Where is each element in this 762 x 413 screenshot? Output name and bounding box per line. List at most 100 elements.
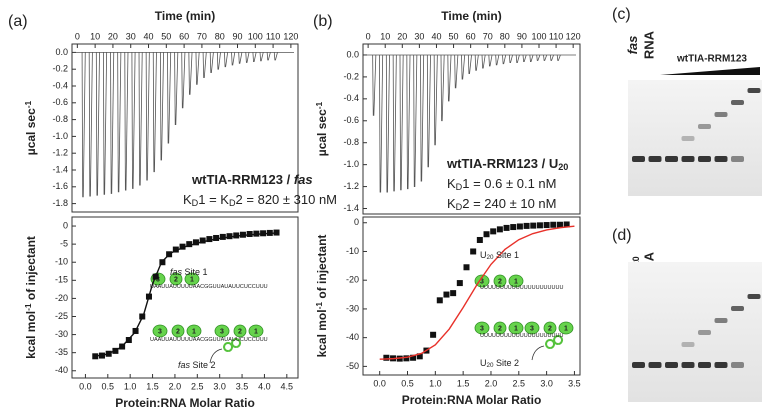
domain-label: 2 [548,325,552,332]
gel [628,262,762,402]
injection-peak [181,52,186,109]
x-tick-label: 3.5 [236,381,249,391]
text-part: kcal mol [315,309,329,357]
text-part: of injectant [24,236,38,303]
injection-peak [474,54,479,71]
text-part: wtTIA-RRM123 / [191,172,294,187]
data-point [199,237,206,244]
x-tick-label: 1.5 [457,378,470,388]
x-tick-label: 2.5 [191,381,204,391]
injection-peak [379,54,384,193]
x-tick-label: 10 [380,31,390,41]
gel-band [731,306,744,311]
x-tick-label: 50 [161,31,171,41]
injection-peak [124,52,129,191]
injection-peak [252,52,257,63]
data-point [523,222,530,229]
text-part: wtTIA-RRM123 / U [446,156,558,171]
injection-peak [454,54,459,89]
text-part: 1 = 0.6 ± 0.1 nM [462,176,556,191]
domain-label: 3 [158,328,162,335]
domain [169,272,183,286]
injection-peak [406,54,411,190]
text-part: 20 [487,362,495,369]
text-part: Site 2 [190,360,216,370]
gel-band [731,362,744,368]
data-point [219,233,226,240]
injection-peak [385,54,390,193]
injection-peak [543,54,548,61]
arrow [209,348,223,364]
domain [233,324,247,338]
gel-band [747,88,761,93]
y-axis-title: kcal mol-1 of injectant [314,235,329,358]
injection-peak [372,54,377,116]
x-axis-title: Time (min) [441,9,501,23]
injection-peak [392,54,397,192]
x-tick-label: 2.0 [485,378,498,388]
injection-peak [433,54,438,146]
text-part: UAAUUAUUUUUAACGGUUAUAUUCUCCUUU [150,284,268,290]
injection-peak [502,54,507,65]
injection-peak [273,52,278,61]
injection-peak [195,52,200,85]
injection-peak [95,52,100,196]
injection-peak [461,54,466,80]
x-tick-label: 120 [566,31,581,41]
x-tick-label: 40 [431,31,441,41]
gel-band [698,330,711,335]
fit-line [94,232,278,357]
plot-frame [71,216,299,379]
text-part: K [447,196,456,211]
x-tick-label: 0.0 [373,378,386,388]
panel-label: (a) [8,13,28,30]
x-axis-title: Protein:RNA Molar Ratio [402,393,542,407]
annotation: U20 Site 2 [480,358,519,369]
y-tick-label: -50 [346,361,359,371]
injection-peak [167,52,172,144]
text-part: -1 [23,100,33,108]
data-point [186,241,193,248]
text-part: fas [170,267,183,277]
rna-label: RNA [641,30,656,59]
injection-peak [145,52,150,181]
gel-band [632,362,645,368]
injection-peak [131,52,136,189]
text-part: D [229,198,236,208]
domain [493,321,507,335]
domain-label: 3 [530,325,534,332]
domain [186,324,202,338]
data-point [510,224,517,231]
text-part: Site 1 [494,250,520,260]
x-tick-label: 1.0 [124,381,137,391]
text-part: K [447,176,456,191]
injection-peak [266,52,271,61]
annotation: wtTIA-RRM123 / fas [191,172,313,187]
domain-label: 2 [498,278,502,285]
x-tick-label: 2.5 [513,378,526,388]
domain-label: 1 [514,325,518,332]
plot-frame [362,43,581,215]
domain-label: 3 [220,328,224,335]
data-point [476,236,483,243]
injection-peak [224,52,229,68]
x-tick-label: 60 [179,31,189,41]
text-part: UUUUUUUUUUUUUUUUUUUUU [480,333,563,339]
text-part: UUUUUUUUUUUUUUUUUUUUU [480,285,563,291]
domain [474,321,490,335]
text-part: D [456,202,463,212]
injection-peak [202,52,207,78]
domain-label: 2 [238,328,242,335]
y-axis-title: kcal mol-1 of injectant [23,236,38,359]
injection-peak [174,52,179,126]
injection-peak [536,54,541,61]
gel-band [731,156,744,162]
data-point [450,290,457,297]
x-tick-label: 3.0 [540,378,553,388]
text-part: -1 [314,101,324,109]
data-point [206,236,213,243]
x-tick-label: 1.0 [429,378,442,388]
text-part: 20 [631,256,641,266]
y-tick-label: -40 [346,332,359,342]
text-part: D [456,182,463,192]
